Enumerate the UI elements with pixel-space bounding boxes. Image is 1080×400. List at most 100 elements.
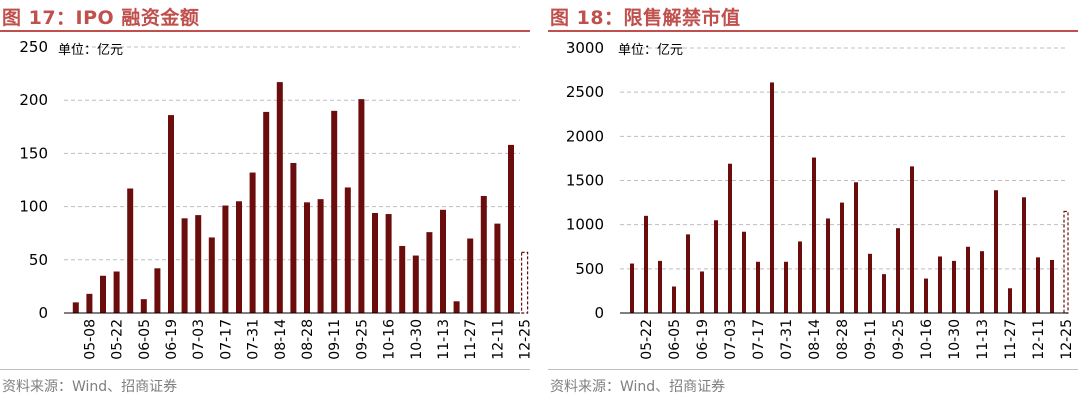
bar [714,220,718,313]
bar [672,286,676,313]
bar [412,255,419,313]
ipo-funding-chart: 0 50 100 150 200 250 单位：亿元 05-08 05-22 06-05 06-19… [19,38,530,360]
bar [812,157,816,313]
bar [263,111,270,314]
bar [494,223,501,313]
x-tick-label: 06-05 [137,319,153,360]
bar [896,228,900,313]
x-tick-label: 07-03 [723,319,739,360]
bar [100,275,106,313]
bar [1022,197,1026,313]
bar [440,209,446,313]
bar [840,202,844,313]
bar [1036,257,1040,313]
bar [127,188,134,313]
x-tick-label: 09-11 [863,319,879,360]
bar [467,238,474,313]
y-tick-label: 150 [19,144,48,162]
x-tick-label: 09-25 [891,319,907,360]
bar [168,115,174,313]
bar [798,241,802,313]
x-tick-label: 10-16 [382,319,398,360]
y-tick-label: 2000 [566,127,604,145]
bar [426,232,433,313]
bar [113,271,120,313]
x-tick-label: 11-13 [436,319,452,360]
bar [453,301,460,313]
y-tick-label: 1500 [566,172,604,190]
bar [882,274,886,313]
x-tick-label: 10-16 [919,319,935,360]
bar [304,202,310,313]
x-tick-label: 11-27 [1003,319,1019,360]
x-tick-label: 08-14 [273,319,289,360]
bar [686,234,690,313]
bar [276,82,283,313]
y-tick-label: 0 [38,304,48,322]
bar [952,260,956,313]
bar [826,218,830,313]
x-tick-label: 10-30 [947,319,963,360]
bar [358,99,365,313]
bar [86,293,93,313]
bar [966,246,970,313]
x-tick-label: 05-08 [82,319,98,360]
x-tick-label: 10-30 [409,319,425,360]
y-tick-label: 250 [19,38,48,56]
bar [1008,288,1012,313]
ipo-funding-panel: 图 17：IPO 融资金额 0 50 100 150 200 250 单位：亿元 05-08 0… [0,0,530,400]
lockup-release-chart: 0 500 1000 1500 2000 2500 3000 单位：亿元 05-22 06-05 0… [566,39,1075,360]
x-tick-label: 12-11 [490,319,506,360]
bar [784,261,788,313]
bar [140,299,147,313]
bar [980,251,984,313]
y-tick-label: 50 [29,251,48,269]
unit-label: 单位：亿元 [58,43,123,58]
x-tick-label: 08-28 [835,319,851,360]
bar [924,278,928,313]
bar [372,212,378,313]
bar [854,182,858,313]
chart-title: 图 17：IPO 融资金额 [2,7,200,29]
bar [317,199,324,313]
bar [181,218,188,313]
x-tick-label: 06-19 [164,319,180,360]
x-tick-label: 07-03 [191,319,207,360]
bar [72,302,79,313]
x-tick-label: 11-13 [975,319,991,360]
bar [236,201,242,313]
bar [208,237,215,313]
footer-divider [0,369,530,370]
bar [508,144,514,313]
x-tick-label: 07-17 [218,319,234,360]
bar [195,215,202,313]
bar [868,253,872,313]
x-tick-label: 06-19 [695,319,711,360]
bar-estimated [520,251,529,314]
y-tick-label: 500 [575,260,604,278]
y-tick-label: 3000 [566,39,604,57]
x-tick-label: 09-25 [354,319,370,360]
title-divider [0,30,530,32]
x-tick-label: 05-22 [639,319,655,360]
x-tick-label: 12-25 [518,319,530,360]
bar-estimated [1063,210,1069,314]
unit-label: 单位：亿元 [618,43,683,58]
x-tick-label: 12-11 [1031,319,1047,360]
x-tick-label: 05-22 [110,319,126,360]
bar [700,271,704,313]
bar [480,195,487,313]
bar [994,190,998,313]
bar [910,166,914,313]
bar [756,261,760,313]
bar [644,215,648,313]
source-note: 资料来源：Wind、招商证券 [550,379,726,395]
lockup-release-panel: 图 18：限售解禁市值 0 500 1000 1500 2000 2500 3000 单位：亿… [548,0,1078,400]
bar [385,214,392,313]
bar [331,110,338,313]
title-divider [548,30,1078,32]
bar [742,231,746,313]
bar [249,172,256,313]
bar [154,268,161,313]
footer-divider [548,369,1078,370]
